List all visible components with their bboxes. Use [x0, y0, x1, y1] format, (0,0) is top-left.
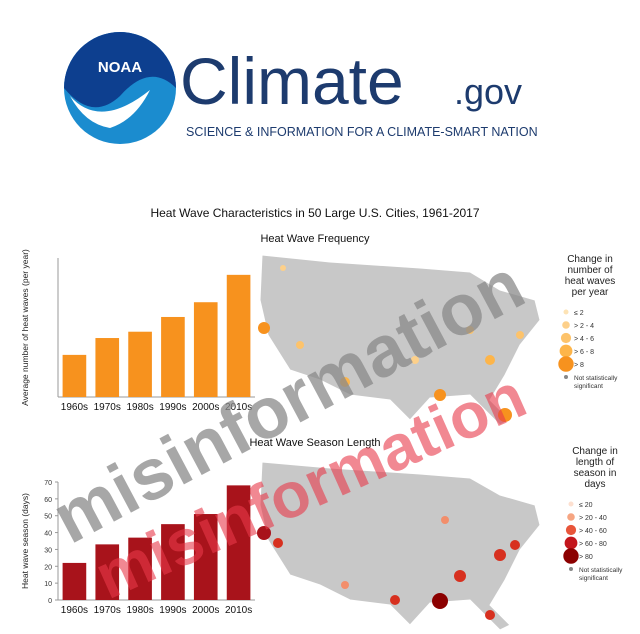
legend-label: ≤ 2 [574, 310, 584, 317]
legend-swatch [560, 332, 572, 344]
bar [193, 514, 218, 600]
bar [62, 354, 87, 397]
map-dot [257, 526, 271, 540]
map-dot [411, 356, 419, 364]
x-tick-label: 2000s [192, 402, 219, 413]
y-tick-label: 70 [44, 480, 52, 487]
legend-swatch [564, 536, 578, 550]
y-tick-label: 20 [44, 564, 52, 571]
brand-domain: .gov [454, 71, 522, 112]
bar [226, 485, 251, 600]
chart-subtitle: Heat Wave Season Length [249, 437, 380, 449]
y-tick-label: 60 [44, 497, 52, 504]
map-dot [466, 326, 474, 334]
x-tick-label: 1980s [126, 402, 153, 413]
legend-label: > 6 - 8 [574, 349, 594, 356]
map-dot [280, 265, 286, 271]
logo-top [64, 32, 176, 108]
legend-swatch [563, 309, 569, 315]
map-dot [485, 355, 495, 365]
x-tick-label: 1970s [94, 402, 121, 413]
bar [161, 316, 185, 397]
x-tick-label: 2000s [192, 605, 219, 616]
main-title: Heat Wave Characteristics in 50 Large U.… [150, 206, 479, 220]
x-tick-label: 1990s [159, 605, 186, 616]
legend-label: > 60 - 80 [579, 541, 607, 548]
map-dot [485, 610, 495, 620]
bar [62, 562, 87, 600]
map-dot [510, 540, 520, 550]
bar [226, 274, 251, 397]
legend-title: Change in length of season in days [572, 446, 618, 490]
map-dot [494, 549, 506, 561]
legend-swatch [568, 501, 574, 507]
bar [128, 331, 152, 397]
y-tick-label: 50 [44, 514, 52, 521]
map-shape [259, 254, 541, 426]
logo: NOAA [64, 32, 176, 144]
chart-subtitle: Heat Wave Frequency [260, 233, 370, 245]
logo-text: NOAA [98, 59, 142, 76]
map-dot [340, 377, 350, 387]
map-dot [434, 389, 446, 401]
legend-label: > 40 - 60 [579, 528, 607, 535]
y-axis-label: Heat wave season (days) [20, 493, 30, 589]
tagline: SCIENCE & INFORMATION FOR A CLIMATE-SMAR… [186, 125, 538, 139]
map-dot [258, 322, 270, 334]
legend-label: > 20 - 40 [579, 515, 607, 522]
map-shape [259, 461, 541, 631]
legend-title: Change in number of heat waves per year [565, 254, 616, 298]
logo-bird [70, 90, 150, 128]
legend-label: Not statistically significant [574, 375, 618, 390]
legend-swatch [559, 344, 573, 358]
map-dot [273, 538, 283, 548]
legend-label: ≤ 20 [579, 502, 593, 509]
map-dot [390, 595, 400, 605]
x-tick-label: 1960s [61, 605, 88, 616]
x-tick-label: 1960s [61, 402, 88, 413]
legend-swatch [558, 356, 574, 372]
map-dot [498, 408, 512, 422]
legend-label: > 8 [574, 362, 584, 369]
bar [95, 338, 120, 397]
brand: Climate [180, 44, 404, 118]
legend-swatch [563, 548, 579, 564]
map-dot [341, 581, 349, 589]
bar [95, 544, 120, 600]
y-tick-label: 0 [48, 598, 52, 605]
x-tick-label: 2010s [225, 402, 252, 413]
x-tick-label: 1970s [94, 605, 121, 616]
bar [161, 524, 185, 600]
bar [128, 537, 152, 600]
y-tick-label: 40 [44, 531, 52, 538]
legend-label: > 80 [579, 554, 593, 561]
x-tick-label: 1990s [159, 402, 186, 413]
map-dot [454, 570, 466, 582]
bar [193, 302, 218, 397]
map-1 [258, 254, 541, 426]
map-2 [257, 461, 541, 631]
legend-swatch [567, 513, 575, 521]
map-dot [432, 593, 448, 609]
y-tick-label: 30 [44, 547, 52, 554]
x-tick-label: 2010s [225, 605, 252, 616]
y-axis-label: Average number of heat waves (per year) [20, 249, 30, 406]
legend-swatch [565, 524, 577, 536]
map-dot [441, 516, 449, 524]
legend-swatch [569, 567, 573, 571]
legend-label: > 2 - 4 [574, 323, 594, 330]
x-tick-label: 1980s [126, 605, 153, 616]
legend-swatch [562, 321, 570, 329]
map-dot [296, 341, 304, 349]
legend-label: > 4 - 6 [574, 336, 594, 343]
legend-label: Not statistically significant [579, 567, 623, 582]
y-tick-label: 10 [44, 581, 52, 588]
map-dot [516, 331, 524, 339]
map-legends: Change in number of heat waves per year ≤ 2 >… [558, 254, 623, 582]
legend-swatch [564, 375, 568, 379]
